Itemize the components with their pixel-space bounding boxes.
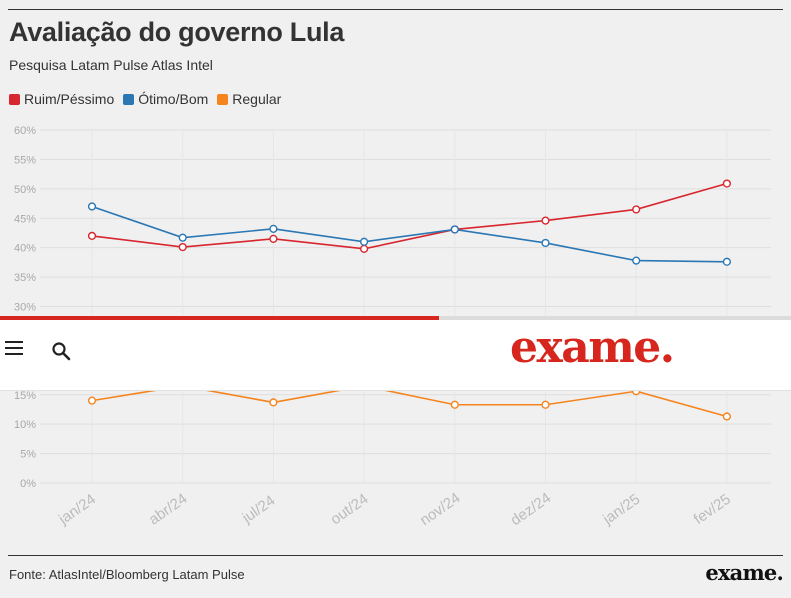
y-tick-label: 60% (14, 125, 36, 137)
series-line (91, 205, 727, 263)
data-point (450, 225, 459, 234)
chart-subtitle: Pesquisa Latam Pulse Atlas Intel (9, 57, 213, 73)
site-header-bar: exame. (0, 316, 791, 391)
search-icon[interactable] (51, 341, 71, 361)
x-tick-label: jan/25 (599, 491, 643, 529)
legend-swatch (123, 93, 135, 105)
y-tick-label: 55% (14, 154, 36, 166)
footer-logo: exame. (705, 560, 783, 585)
data-point (87, 202, 97, 211)
data-point (722, 257, 732, 266)
exame-logo[interactable]: exame. (510, 322, 675, 373)
legend-label: Regular (232, 91, 282, 107)
x-tick-label: nov/24 (417, 489, 464, 529)
legend-item-otimo-bom: Ótimo/Bom (123, 91, 208, 107)
data-point (269, 398, 278, 407)
data-point (87, 231, 97, 241)
data-point (269, 234, 278, 243)
data-point (722, 179, 732, 188)
legend-item-regular: Regular (217, 91, 281, 107)
source-note: Fonte: AtlasIntel/Bloomberg Latam Pulse (9, 567, 245, 582)
y-tick-label: 30% (14, 302, 36, 314)
data-point (632, 205, 641, 214)
y-tick-label: 50% (14, 184, 36, 196)
data-point (178, 233, 187, 242)
legend-label: Ruim/Péssimo (24, 91, 115, 107)
legend-swatch (217, 93, 229, 105)
y-tick-label: 40% (14, 243, 36, 255)
bottom-rule (8, 555, 783, 556)
chart-title: Avaliação do governo Lula (9, 17, 345, 47)
x-tick-label: out/24 (328, 490, 372, 528)
data-point (450, 400, 459, 409)
data-point (360, 237, 369, 246)
y-tick-label: 15% (14, 390, 36, 402)
legend-swatch (9, 93, 20, 105)
x-tick-label: jan/24 (55, 491, 99, 529)
chart-legend: Ruim/Péssimo Ótimo/Bom Regular (9, 91, 281, 107)
data-point (541, 400, 550, 409)
y-tick-label: 0% (20, 478, 36, 490)
y-tick-label: 10% (14, 419, 36, 431)
line-chart: 0%5%10%15%20%25%30%35%40%45%50%55%60%jan… (14, 125, 771, 529)
hamburger-menu-icon[interactable] (5, 341, 23, 355)
x-tick-label: abr/24 (146, 490, 191, 528)
reading-progress-bar (0, 316, 439, 320)
data-point (87, 396, 97, 405)
y-tick-label: 45% (14, 213, 36, 225)
data-point (541, 238, 550, 248)
data-point (178, 242, 187, 252)
data-point (541, 216, 550, 225)
series-line (91, 182, 728, 250)
reading-progress-track (0, 316, 791, 320)
legend-item-ruim-pessimo: Ruim/Péssimo (9, 91, 114, 107)
x-tick-label: jul/24 (238, 492, 278, 527)
data-point (269, 224, 278, 233)
top-rule (8, 9, 783, 10)
data-point (360, 244, 369, 253)
y-tick-label: 35% (14, 272, 36, 284)
data-point (722, 412, 732, 421)
data-point (632, 256, 641, 265)
legend-label: Ótimo/Bom (138, 91, 209, 107)
x-tick-label: fev/25 (691, 491, 734, 528)
x-tick-label: dez/24 (508, 489, 555, 529)
y-tick-label: 5% (20, 449, 36, 461)
